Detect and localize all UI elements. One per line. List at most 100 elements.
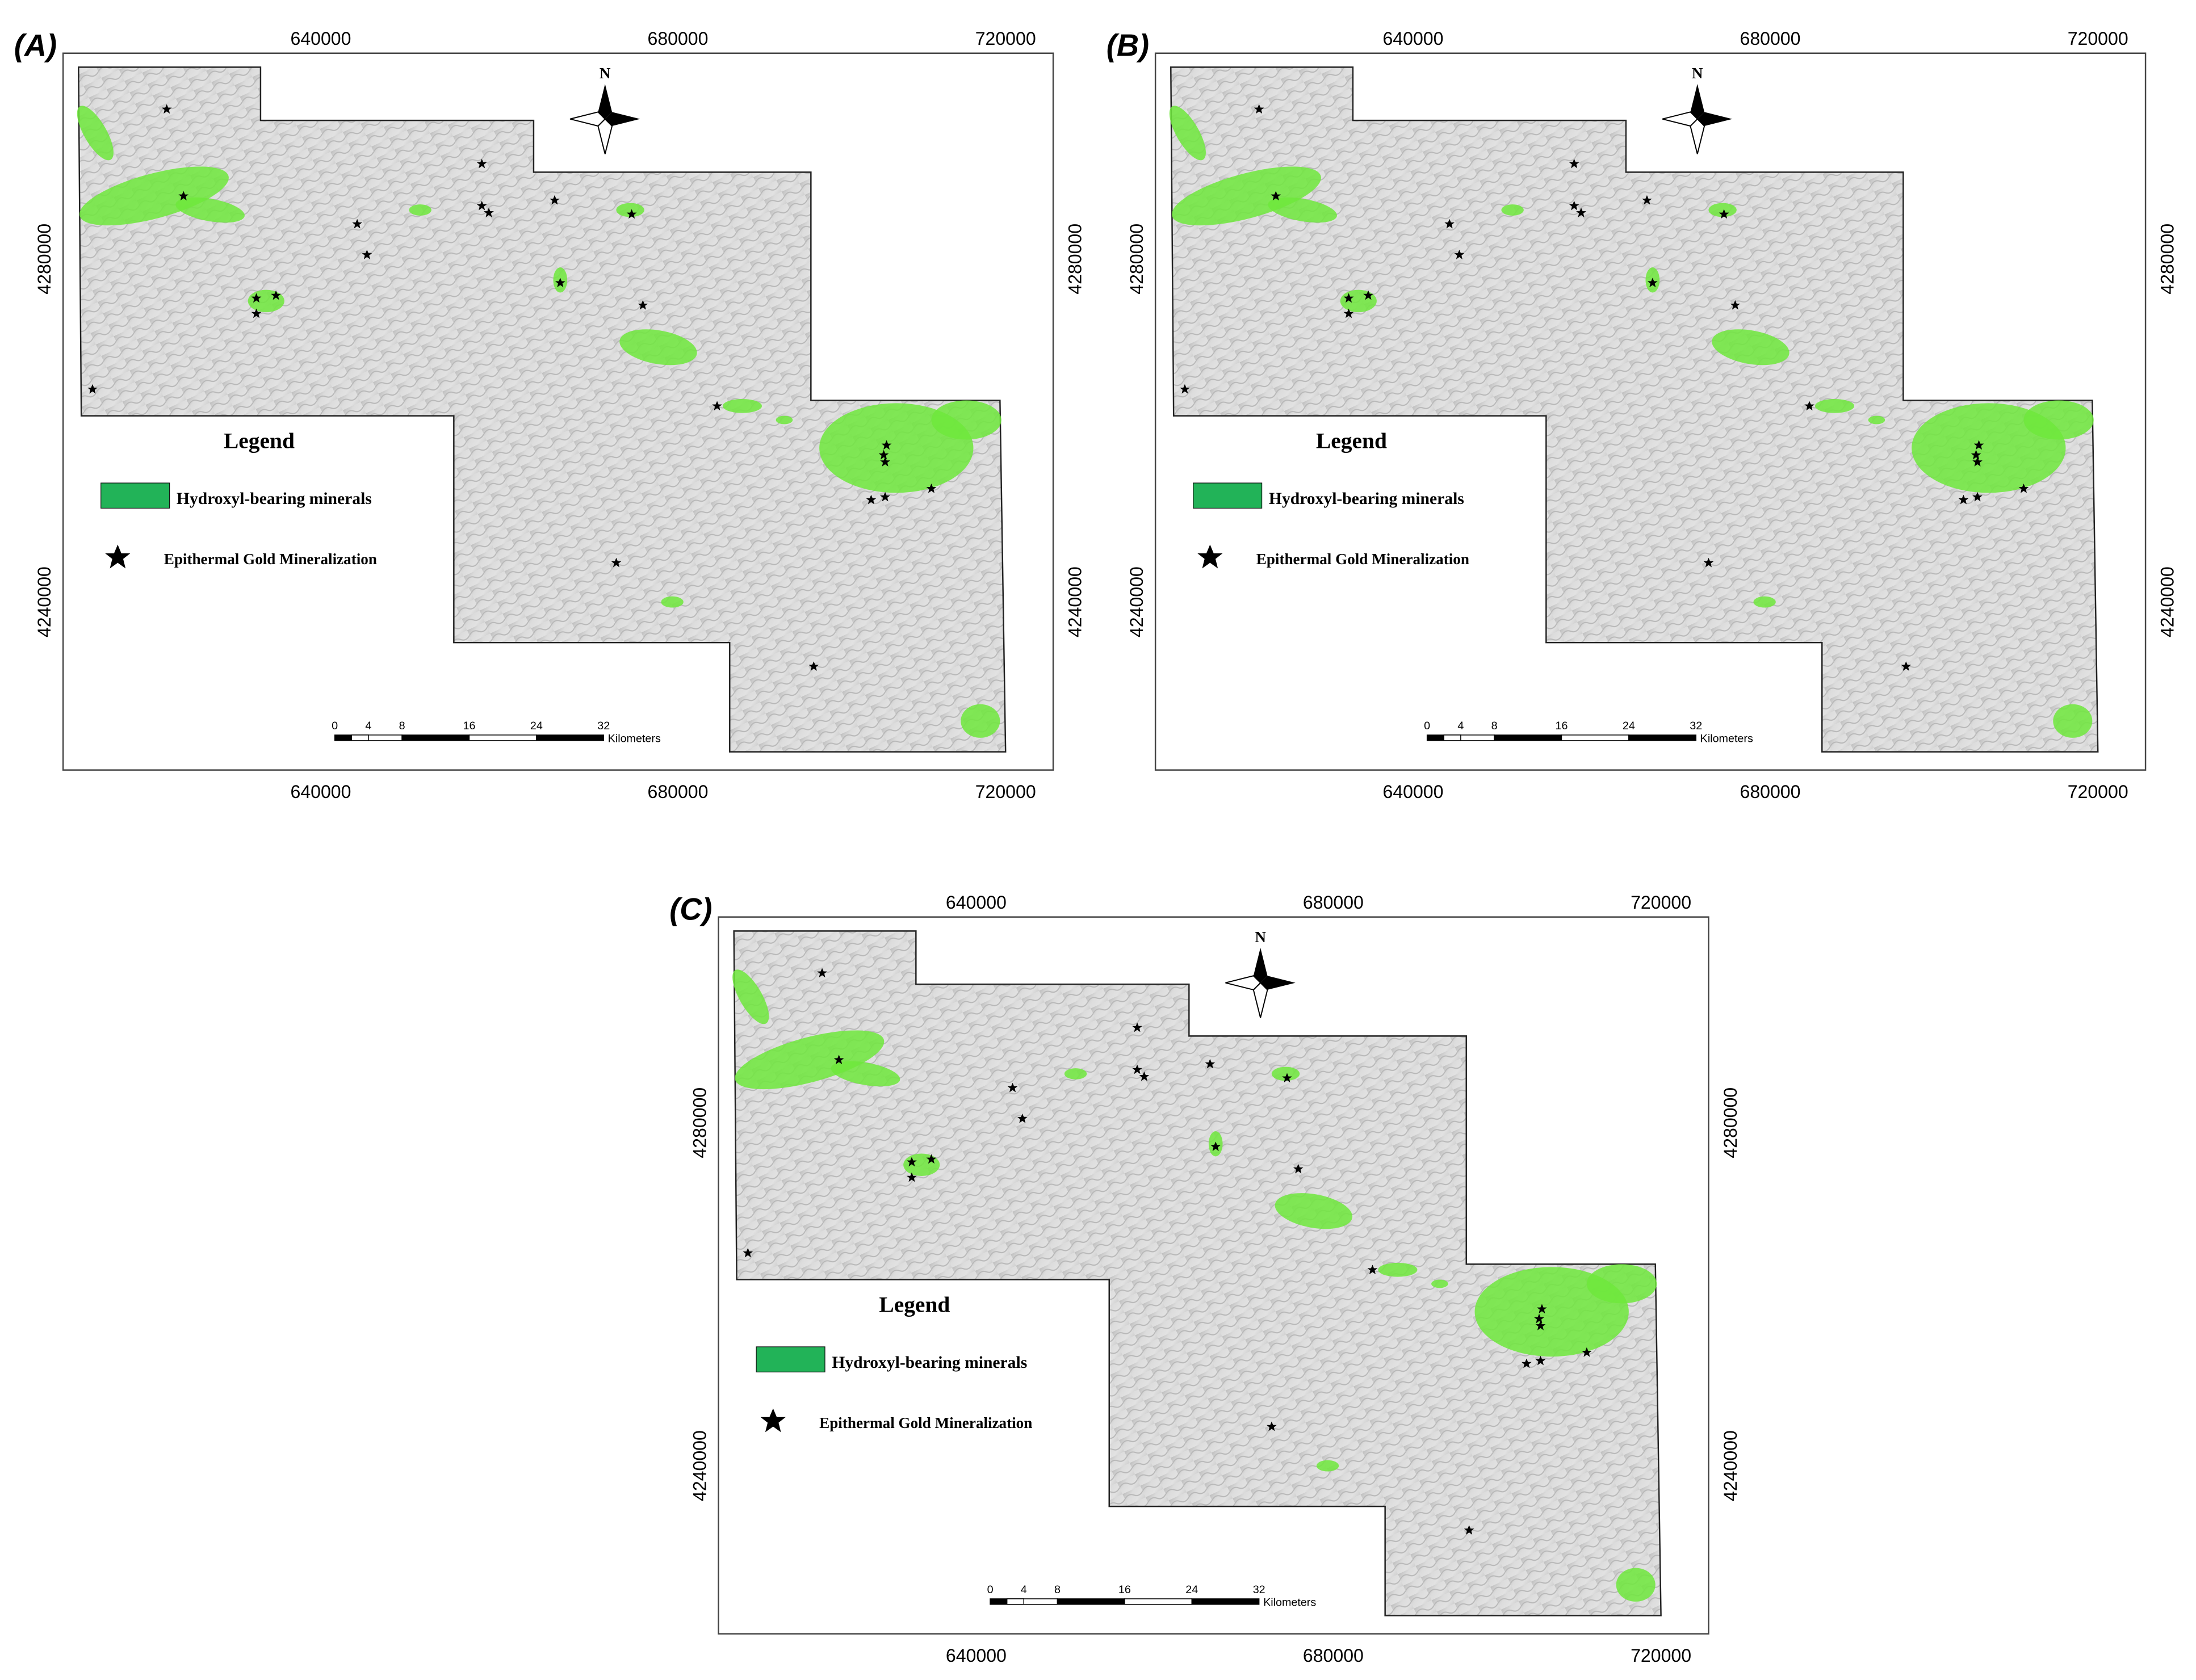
scale-segment	[401, 734, 470, 741]
scale-label: 24	[1623, 720, 1635, 732]
scale-segment	[468, 734, 537, 741]
y-coordinate-label: 4240000	[689, 1430, 710, 1501]
scale-label: 0	[332, 720, 338, 732]
panel-label: (B)	[1107, 29, 1149, 63]
scale-label: 24	[530, 720, 543, 732]
x-coordinate-label: 720000	[1631, 1645, 1691, 1666]
hydroxyl-area	[409, 204, 431, 216]
y-coordinate-label: 4280000	[1126, 224, 1147, 295]
map-panel: (C) 640000 640000 680000 680000 720000 720000 4…	[669, 892, 1741, 1666]
north-label: N	[1255, 929, 1266, 946]
hydroxyl-area	[1169, 106, 1206, 161]
y-coordinate-label: 4240000	[2157, 566, 2177, 637]
legend-swatch	[756, 1346, 825, 1372]
hydroxyl-area	[722, 399, 762, 413]
north-arrow	[1260, 976, 1296, 990]
x-coordinate-label: 720000	[2068, 782, 2128, 802]
hydroxyl-area	[2023, 400, 2094, 440]
hydroxyl-area	[732, 969, 769, 1024]
hydroxyl-area	[1268, 197, 1337, 223]
hydroxyl-area	[735, 1030, 885, 1090]
map-panel: (A) 640000 640000 680000 680000 720000 720000 4…	[14, 28, 1086, 802]
north-arrow	[1690, 84, 1705, 119]
legend-label: Epithermal Gold Mineralization	[819, 1414, 1032, 1431]
scale-label: 16	[1555, 720, 1568, 732]
legend-title: Legend	[1316, 428, 1387, 453]
hydroxyl-area	[1712, 329, 1790, 366]
hydroxyl-area	[1378, 1262, 1418, 1277]
legend-swatch	[1193, 482, 1263, 509]
x-coordinate-label: 680000	[1740, 782, 1801, 802]
north-arrow	[1253, 947, 1268, 983]
hydroxyl-area	[1868, 415, 1885, 425]
scale-label: 8	[1054, 1584, 1061, 1596]
legend-label: Hydroxyl-bearing minerals	[177, 490, 372, 508]
scale-segment	[1443, 734, 1461, 741]
legend-title: Legend	[224, 428, 295, 453]
x-coordinate-label: 640000	[1383, 28, 1444, 49]
hydroxyl-area	[903, 1153, 940, 1176]
hydroxyl-area	[1616, 1568, 1656, 1602]
scale-segment	[1628, 734, 1697, 741]
hydroxyl-area	[1064, 1068, 1087, 1080]
x-coordinate-label: 640000	[1383, 782, 1444, 802]
legend-title: Legend	[879, 1292, 950, 1317]
scale-label: 32	[1690, 720, 1702, 732]
x-coordinate-label: 680000	[1303, 1645, 1364, 1666]
hydroxyl-area	[1814, 399, 1854, 413]
scale-segment	[368, 734, 403, 741]
scale-label: 4	[1457, 720, 1464, 732]
study-area	[78, 66, 1007, 753]
scale-segment	[1124, 1598, 1193, 1605]
x-coordinate-label: 680000	[1740, 28, 1801, 49]
hydroxyl-area	[931, 400, 1001, 440]
scale-unit: Kilometers	[608, 732, 661, 745]
hydroxyl-area	[1275, 1193, 1353, 1229]
map-panel: (B) 640000 640000 680000 680000 720000 720000 4…	[1107, 28, 2178, 802]
x-coordinate-label: 720000	[2068, 28, 2128, 49]
hydroxyl-area	[79, 166, 229, 226]
hydroxyl-area	[1753, 596, 1776, 608]
hydroxyl-area	[1172, 166, 1321, 226]
north-arrow	[598, 84, 613, 119]
x-coordinate-label: 720000	[975, 782, 1036, 802]
scale-segment	[1191, 1598, 1260, 1605]
x-coordinate-label: 680000	[1303, 892, 1364, 913]
x-coordinate-label: 640000	[946, 892, 1007, 913]
legend-label: Hydroxyl-bearing minerals	[1269, 490, 1464, 508]
legend-label: Epithermal Gold Mineralization	[1256, 551, 1469, 568]
scale-segment	[536, 734, 605, 741]
x-coordinate-label: 720000	[1631, 892, 1691, 913]
hydroxyl-area	[1431, 1279, 1448, 1288]
scale-segment	[1460, 734, 1495, 741]
north-arrow	[569, 111, 606, 127]
scale-segment	[1023, 1598, 1058, 1605]
hydroxyl-area	[1501, 204, 1524, 216]
north-arrow	[605, 112, 640, 126]
scale-segment	[1494, 734, 1562, 741]
scale-label: 24	[1185, 1584, 1198, 1596]
study-area	[1170, 66, 2099, 753]
legend-label: Epithermal Gold Mineralization	[164, 551, 377, 568]
hydroxyl-area	[616, 203, 644, 217]
scale-unit: Kilometers	[1263, 1596, 1316, 1608]
scale-segment	[1057, 1598, 1125, 1605]
y-coordinate-label: 4240000	[1720, 1430, 1741, 1501]
hydroxyl-area	[2053, 704, 2093, 738]
hydroxyl-area	[1340, 289, 1377, 313]
scale-segment	[351, 734, 369, 741]
hydroxyl-area	[619, 329, 697, 366]
north-label: N	[1692, 65, 1703, 82]
scale-label: 16	[463, 720, 475, 732]
scale-label: 32	[1253, 1584, 1265, 1596]
scale-label: 0	[1424, 720, 1430, 732]
hydroxyl-area	[175, 197, 245, 223]
y-coordinate-label: 4280000	[34, 224, 55, 295]
x-coordinate-label: 640000	[946, 1645, 1007, 1666]
hydroxyl-area	[77, 106, 114, 161]
x-coordinate-label: 680000	[648, 782, 709, 802]
study-area	[733, 930, 1662, 1616]
hydroxyl-area	[1586, 1264, 1657, 1304]
